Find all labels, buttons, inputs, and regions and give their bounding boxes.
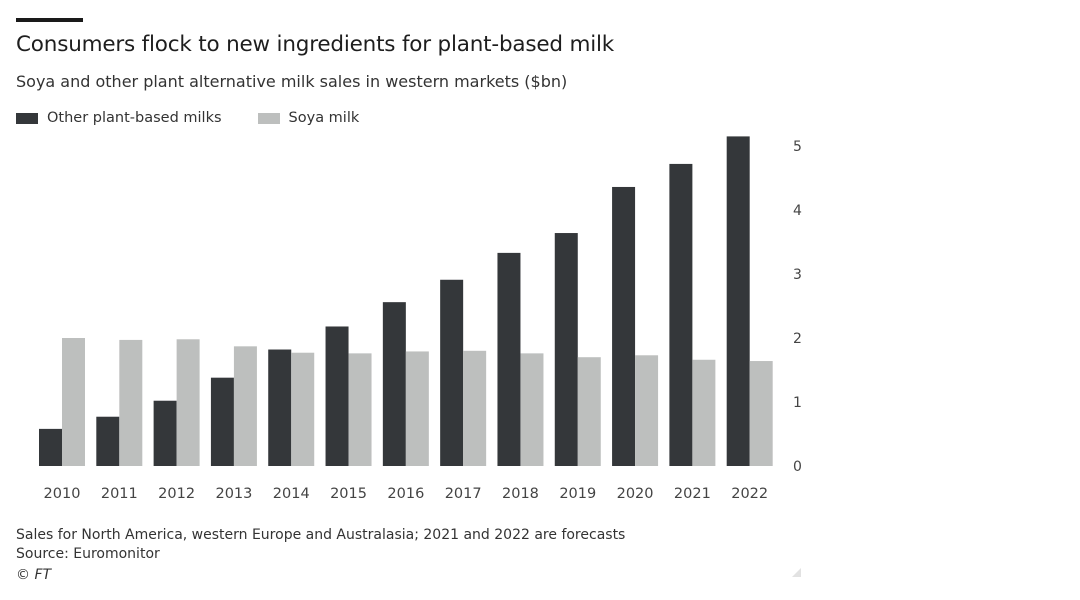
x-tick-label: 2017 — [445, 486, 482, 502]
bar-other-plant-based — [382, 302, 406, 466]
legend-swatch-other — [16, 112, 38, 124]
y-tick-label: 2 — [793, 331, 802, 347]
chart-title: Consumers flock to new ingredients for p… — [16, 32, 615, 57]
y-tick-label: 1 — [793, 395, 802, 411]
legend-item-other: Other plant-based milks — [16, 110, 222, 126]
x-tick-label: 2021 — [674, 486, 711, 502]
y-tick-label: 3 — [793, 267, 802, 283]
x-tick-label: 2022 — [731, 486, 768, 502]
bar-soya — [176, 339, 200, 466]
x-tick-label: 2018 — [502, 486, 539, 502]
bar-other-plant-based — [96, 416, 120, 466]
header-rule — [16, 18, 83, 22]
bar-other-plant-based — [669, 163, 693, 467]
bar-soya — [348, 353, 372, 466]
x-tick-label: 2011 — [101, 486, 138, 502]
bar-soya — [749, 361, 773, 466]
bar-other-plant-based — [440, 279, 464, 466]
x-tick-label: 2015 — [330, 486, 367, 502]
y-tick-label: 0 — [793, 459, 802, 475]
x-tick-label: 2016 — [387, 486, 424, 502]
bar-soya — [62, 338, 85, 466]
bar-other-plant-based — [268, 349, 292, 466]
bar-other-plant-based — [497, 252, 521, 466]
x-tick-label: 2019 — [559, 486, 596, 502]
bar-other-plant-based — [153, 400, 177, 466]
bar-other-plant-based — [210, 377, 234, 466]
legend-item-soya: Soya milk — [257, 110, 360, 126]
legend-label-soya: Soya milk — [288, 110, 360, 126]
bar-soya — [692, 359, 716, 466]
resize-corner-icon — [792, 568, 801, 577]
legend-swatch-soya — [257, 112, 280, 124]
bar-soya — [635, 355, 659, 466]
bar-soya — [233, 346, 257, 466]
x-tick-label: 2020 — [617, 486, 654, 502]
y-tick-label: 4 — [793, 203, 802, 219]
bar-soya — [119, 339, 143, 466]
bar-other-plant-based — [325, 326, 349, 466]
bar-soya — [520, 353, 544, 466]
bar-soya — [577, 357, 601, 466]
bar-soya — [405, 351, 429, 466]
footnote: Sales for North America, western Europe … — [16, 527, 626, 543]
legend: Other plant-based milks Soya milk — [16, 108, 359, 128]
chart-subtitle: Soya and other plant alternative milk sa… — [16, 72, 568, 91]
copyright-note: © FT — [16, 567, 52, 583]
bar-soya — [463, 350, 487, 466]
x-tick-label: 2010 — [44, 486, 81, 502]
bar-other-plant-based — [39, 428, 62, 466]
x-tick-label: 2013 — [215, 486, 252, 502]
x-tick-label: 2014 — [273, 486, 310, 502]
y-tick-label: 5 — [793, 139, 802, 155]
legend-label-other: Other plant-based milks — [47, 110, 222, 126]
bar-other-plant-based — [554, 233, 578, 466]
bar-soya — [291, 352, 315, 466]
source-note: Source: Euromonitor — [16, 546, 160, 562]
bar-other-plant-based — [726, 136, 750, 466]
x-tick-label: 2012 — [158, 486, 195, 502]
bar-other-plant-based — [612, 186, 636, 466]
